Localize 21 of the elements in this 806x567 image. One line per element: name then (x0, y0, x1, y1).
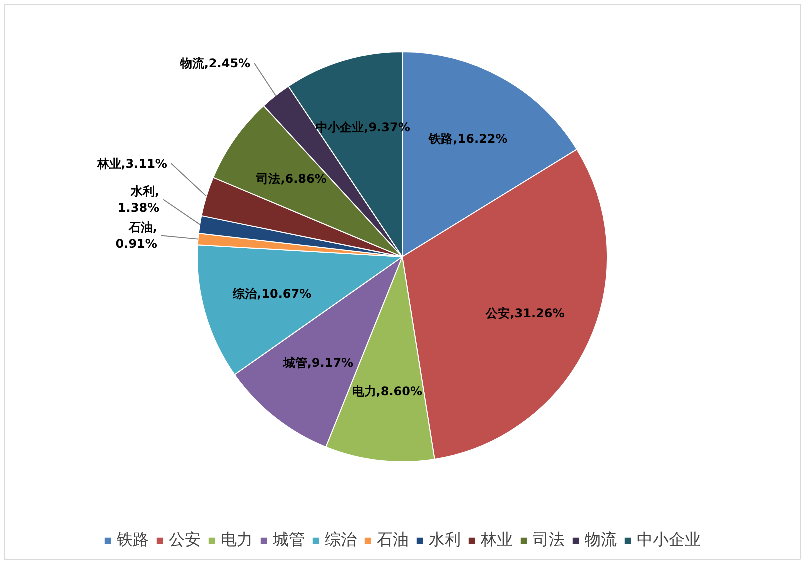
data-label: 综治,10.67% (232, 287, 312, 302)
legend-label: 石油 (377, 530, 409, 551)
data-label: 石油, 0.91% (116, 220, 158, 252)
data-label: 电力,8.60% (352, 384, 423, 398)
legend-label: 铁路 (117, 530, 149, 551)
legend-label: 司法 (533, 530, 565, 551)
data-label: 水利, 1.38% (118, 184, 160, 216)
legend-label: 林业 (481, 530, 513, 551)
data-label: 铁路,16.22% (428, 132, 508, 146)
data-label: 公安,31.26% (485, 306, 565, 320)
legend-label: 综治 (325, 530, 357, 551)
legend-label: 公安 (169, 530, 201, 551)
data-label: 物流,2.45% (179, 56, 251, 71)
data-label: 城管,9.17% (282, 356, 354, 370)
data-label: 司法,6.86% (256, 172, 327, 186)
legend-label: 物流 (585, 530, 617, 551)
legend-label: 中小企业 (637, 530, 701, 551)
legend-label: 电力 (221, 530, 253, 551)
legend-label: 城管 (273, 530, 305, 551)
data-label: 林业,3.11% (96, 156, 168, 171)
legend-label: 水利 (429, 530, 461, 551)
